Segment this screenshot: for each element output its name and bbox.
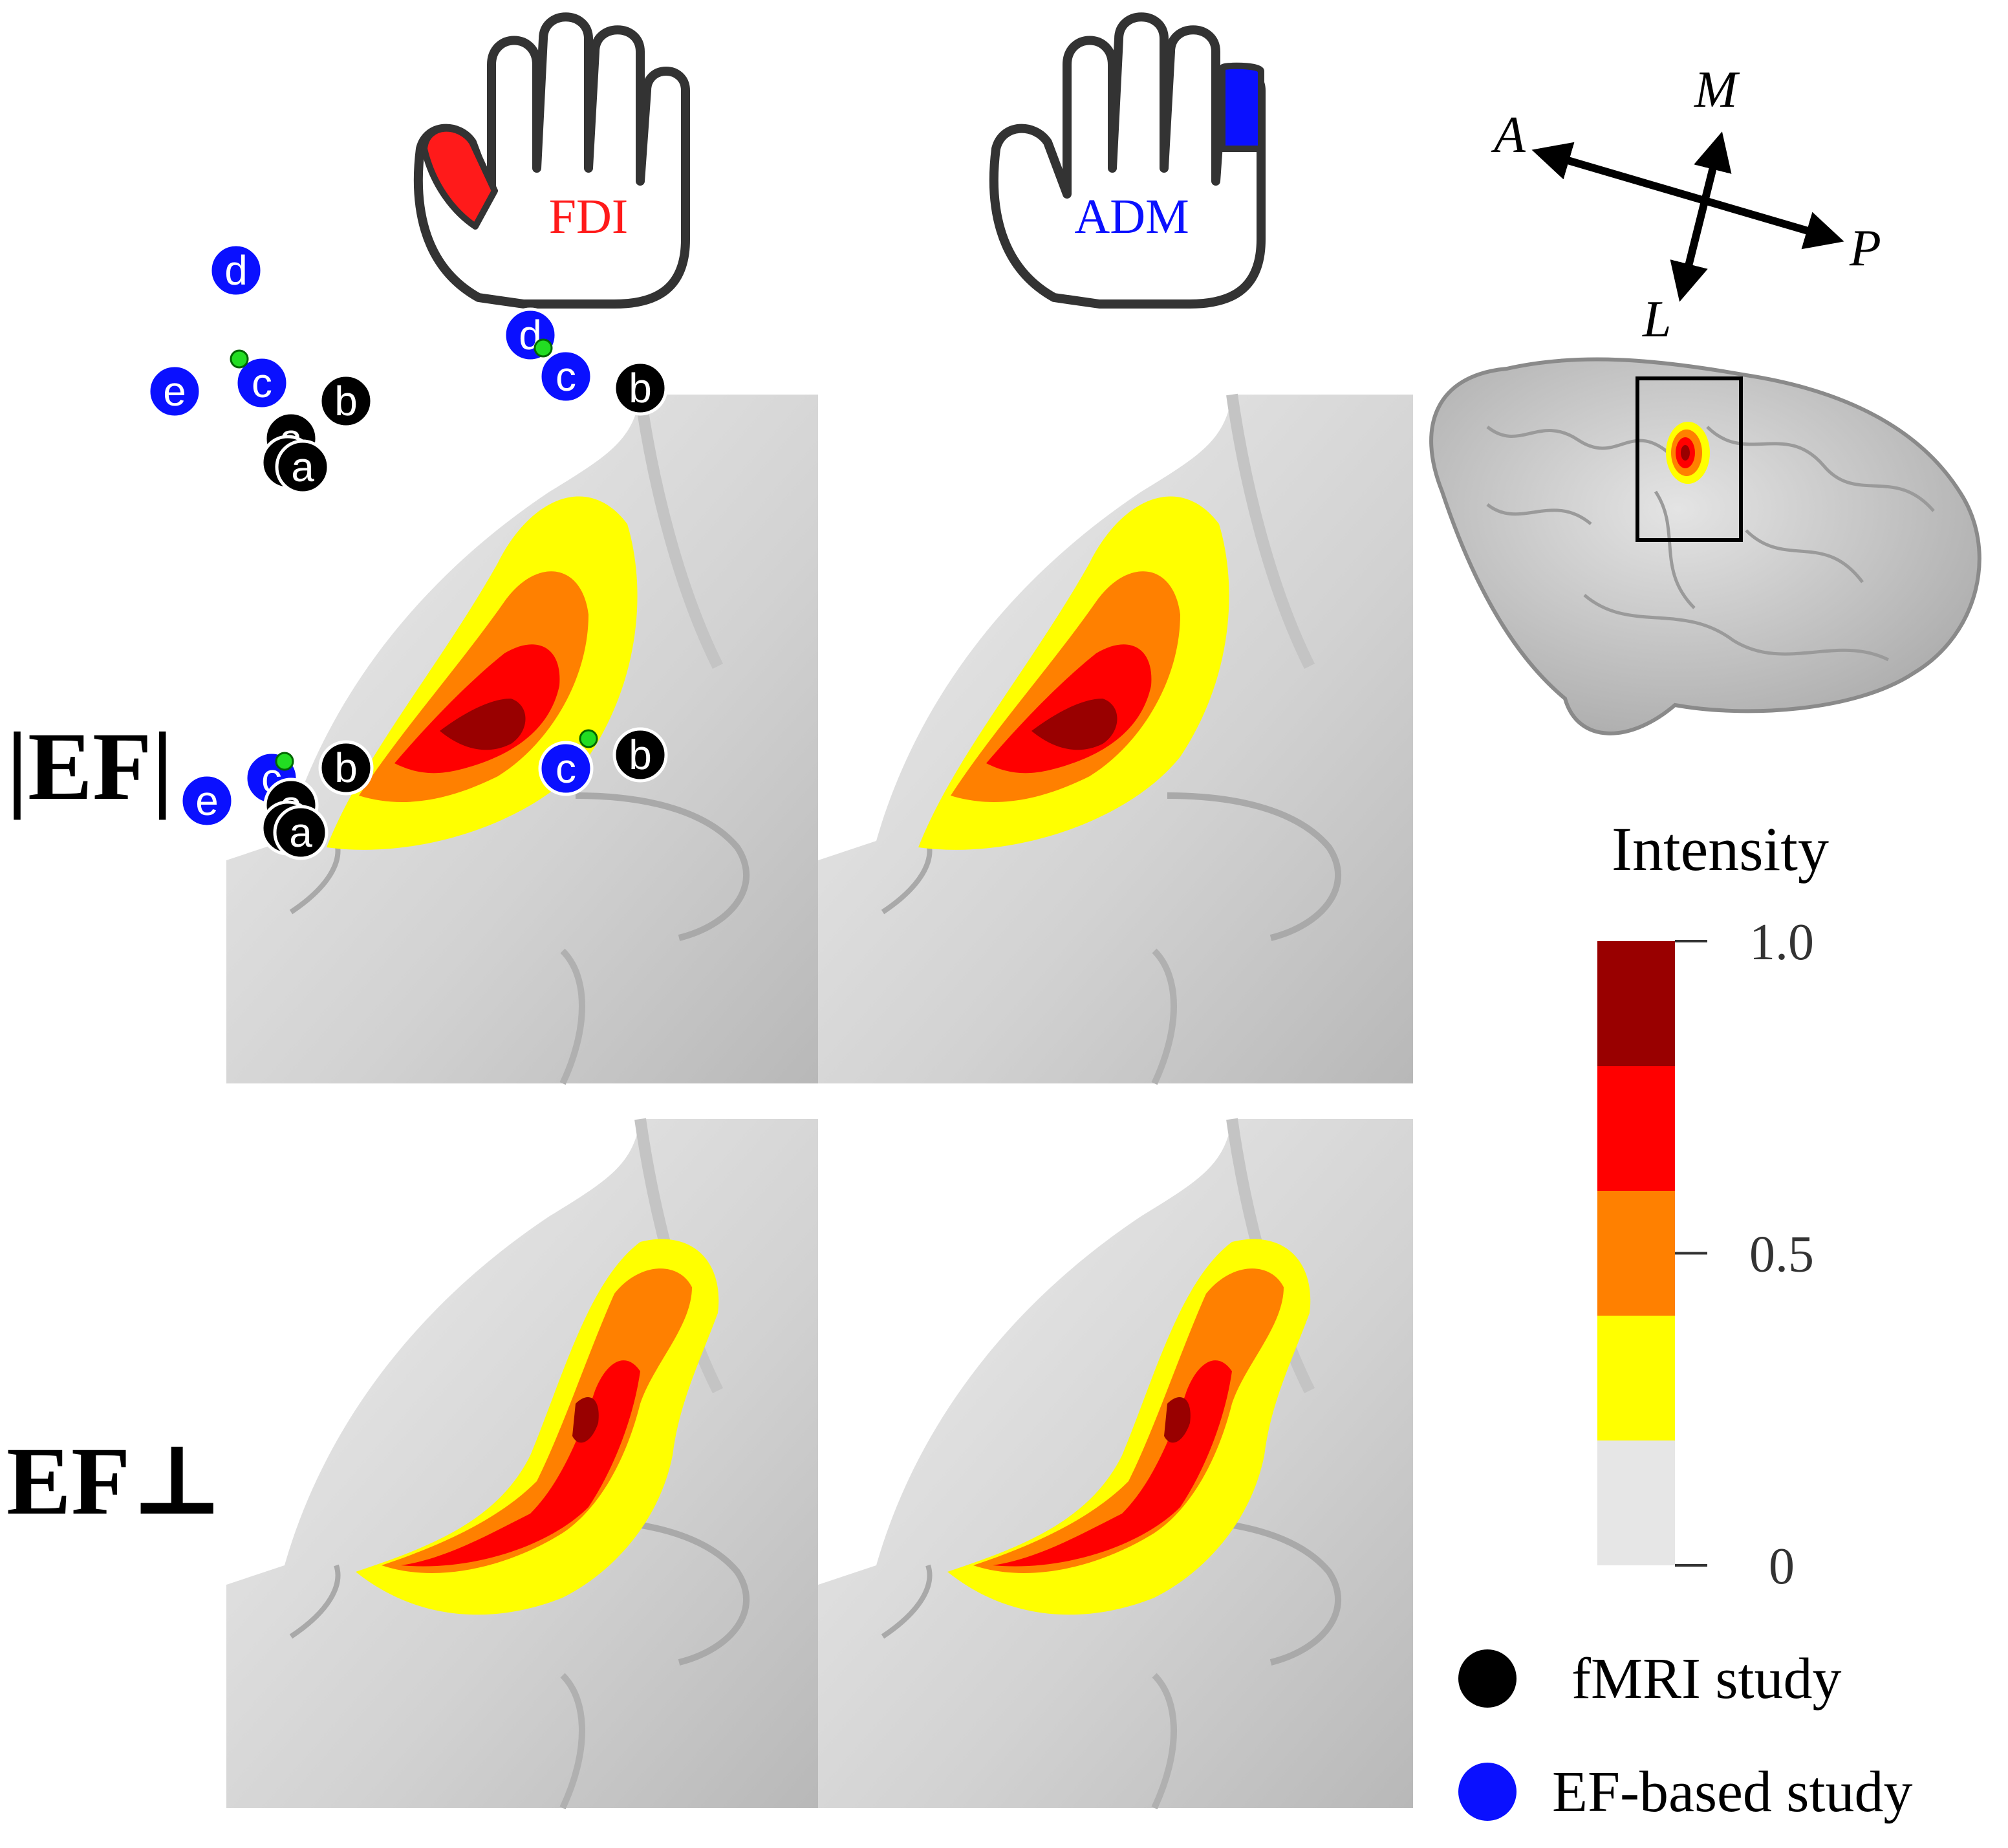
legend-marker-fmri bbox=[1458, 1649, 1517, 1708]
marker-ef-d bbox=[208, 243, 264, 298]
colorbar-tick-label: 0.5 bbox=[1749, 1226, 1814, 1283]
marker-ef-c bbox=[538, 349, 594, 404]
marker-label: b bbox=[334, 745, 358, 791]
hotspot-dot bbox=[230, 349, 249, 369]
colorbar-level-0 bbox=[1597, 941, 1675, 1066]
compass-label-a: A bbox=[1491, 107, 1526, 164]
marker-fmri-b bbox=[612, 727, 668, 783]
muscle-label-adm: ADM bbox=[1074, 190, 1189, 244]
legend-label-fmri: fMRI study bbox=[1571, 1647, 1842, 1711]
hotspot-dot bbox=[275, 752, 294, 771]
hotspot-dot bbox=[534, 338, 553, 358]
panel-ef-magnitude-fdi: dcebaaa bbox=[147, 243, 821, 1083]
brain-overview bbox=[1429, 357, 1981, 735]
marker-ef-e bbox=[147, 364, 202, 419]
compass-label-l: L bbox=[1642, 291, 1672, 348]
roi-box bbox=[1636, 376, 1743, 542]
marker-ef-c bbox=[538, 741, 594, 796]
hand-fdi-icon: FDI bbox=[413, 12, 690, 309]
marker-fmri-a bbox=[275, 439, 330, 495]
colorbar-tick-label: 0 bbox=[1769, 1538, 1795, 1595]
hand-adm-icon: ADM bbox=[989, 12, 1266, 309]
colorbar-level-1 bbox=[1597, 1066, 1675, 1191]
marker-ef-e bbox=[179, 773, 235, 829]
marker-label: e bbox=[163, 368, 186, 415]
colorbar-tick-label: 1.0 bbox=[1749, 914, 1814, 971]
marker-label: c bbox=[556, 353, 576, 400]
row-label-ef-magnitude: |EF| bbox=[6, 713, 173, 820]
panel-ef-magnitude-adm: dc b bbox=[502, 307, 1413, 1083]
marker-label: b bbox=[629, 732, 652, 778]
marker-ef-c bbox=[234, 355, 290, 411]
marker-fmri-b bbox=[612, 360, 668, 416]
row-label-ef-normal: EF⊥ bbox=[6, 1428, 224, 1535]
hotspot-dot bbox=[579, 729, 598, 748]
marker-label: c bbox=[252, 360, 272, 406]
legend-marker-ef bbox=[1458, 1763, 1517, 1821]
marker-fmri-a bbox=[273, 805, 329, 860]
marker-label: c bbox=[556, 745, 576, 792]
colorbar-level-4 bbox=[1597, 1440, 1675, 1565]
marker-label: a bbox=[291, 444, 314, 490]
panel-ef-normal-fdi: cebaaa bbox=[179, 740, 821, 1808]
marker-label: e bbox=[195, 777, 219, 824]
marker-fmri-b bbox=[318, 740, 374, 796]
marker-label: b bbox=[334, 378, 358, 424]
colorbar-level-3 bbox=[1597, 1316, 1675, 1440]
legend-label-ef: EF-based study bbox=[1552, 1760, 1912, 1824]
colorbar-level-2 bbox=[1597, 1191, 1675, 1316]
marker-fmri-b bbox=[318, 373, 374, 429]
compass-label-p: P bbox=[1849, 220, 1881, 277]
orientation-compass: A M P L bbox=[1491, 61, 1881, 348]
marker-label: d bbox=[224, 247, 248, 294]
colorbar-title: Intensity bbox=[1612, 814, 1829, 884]
marker-legend: fMRI study EF-based study bbox=[1458, 1647, 1912, 1824]
compass-label-m: M bbox=[1694, 61, 1740, 118]
marker-label: b bbox=[629, 365, 652, 411]
intensity-colorbar: Intensity 1.0 0.5 0 bbox=[1597, 814, 1829, 1595]
muscle-label-fdi: FDI bbox=[549, 190, 628, 244]
marker-label: a bbox=[289, 809, 312, 856]
